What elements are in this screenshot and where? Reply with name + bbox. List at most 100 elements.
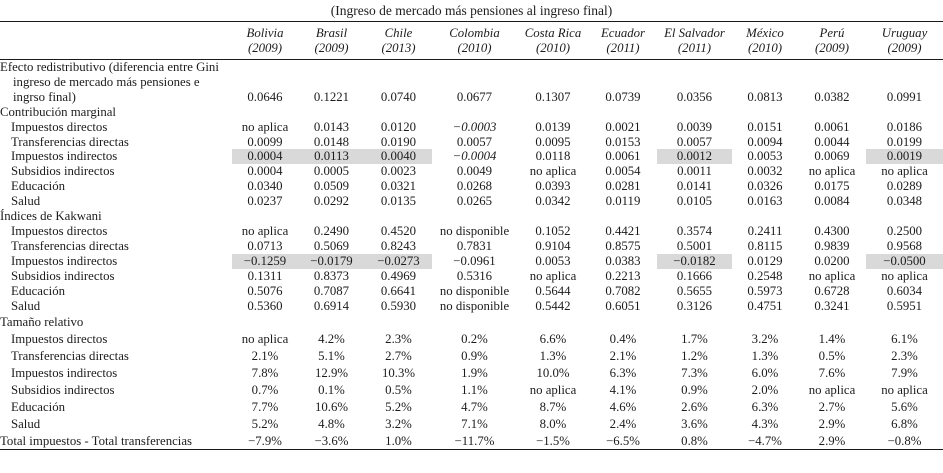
country-name: El Salvador [664,26,725,40]
value-cell: 0.0040 [365,149,432,165]
value-cell: 0.0281 [605,179,641,194]
row-label: Transferencias directas [11,134,129,149]
value-cell: 2.7% [818,399,846,414]
row-label: Impuestos directos [11,223,108,238]
country-name: México [746,26,784,40]
value-cell: −0.8% [887,433,922,448]
column-header: Bolivia (2009) [232,21,298,60]
value-cell: −1.5% [536,433,570,448]
value-cell: 0.5360 [247,298,283,313]
row-label: Total impuestos - Total transferencias [0,433,193,448]
value-cell: 0.1307 [535,89,571,104]
value-cell: 0.0163 [747,194,783,209]
value-cell: 0.0023 [380,164,417,179]
value-cell: 0.8373 [313,268,350,283]
value-cell: 0.1052 [535,223,571,238]
value-cell: 0.4421 [605,223,641,238]
row-label: Subsidios indirectos [11,268,115,283]
value-cell: 0.0105 [676,194,713,209]
value-cell: 2.0% [751,383,779,398]
value-cell: 0.0153 [605,134,641,149]
value-cell: 6.3% [751,399,779,414]
value-cell: 0.0713 [247,238,283,253]
value-cell: 0.0069 [814,149,850,164]
value-cell: 0.9104 [535,238,571,253]
column-header: Colombia (2010) [432,21,517,60]
value-cell: 10.3% [381,366,416,381]
value-cell: 1.9% [461,366,488,381]
column-header: México (2010) [732,21,798,60]
section-filler [232,105,943,120]
value-cell: no aplica [529,164,577,179]
section-label: Índices de Kakwani [0,209,102,224]
table-row: Transferencias directas 0.0099 0.0148 0.019… [0,135,943,150]
value-cell: 0.0061 [605,149,641,164]
value-cell: 0.0813 [747,89,783,104]
value-cell: 2.4% [609,416,637,431]
country-year: (2011) [606,41,640,55]
country-year: (2010) [457,41,492,55]
value-cell: −0.0500 [866,253,943,269]
value-cell: 7.3% [681,366,708,381]
header-corner [0,21,232,60]
value-cell: −7.9% [248,433,282,448]
table-row: Salud 0.0237 0.0292 0.0135 0.0265 0.0342 0.011… [0,194,943,209]
value-cell: 0.0677 [456,89,493,104]
value-cell: 0.5644 [535,283,571,298]
value-cell: 3.6% [681,416,708,431]
value-cell: −0.0004 [452,149,497,164]
value-cell: 0.3126 [676,298,713,313]
value-cell: 3.2% [751,332,779,347]
value-cell: 2.1% [609,349,637,364]
table-header: Bolivia (2009) Brasil (2009) Chile (2013) Colo… [0,21,943,60]
value-cell: 0.0032 [747,164,783,179]
value-cell: no aplica [808,268,856,283]
value-cell: −0.0961 [453,253,496,268]
value-cell: 0.7087 [313,283,350,298]
value-cell: 10.6% [314,399,349,414]
country-name: Colombia [449,26,500,40]
value-cell: 0.0740 [380,89,417,104]
column-header: El Salvador (2011) [657,21,732,60]
value-cell: 0.0135 [380,194,417,209]
value-cell: 0.5069 [313,238,350,253]
column-header: Uruguay (2009) [866,21,943,60]
header-row: Bolivia (2009) Brasil (2009) Chile (2013) Colo… [0,21,943,60]
value-cell: 0.4300 [814,223,850,238]
column-header: Chile (2013) [365,21,432,60]
value-cell: 7.9% [891,366,918,381]
country-year: (2011) [677,41,712,55]
value-cell: 1.4% [818,332,846,347]
row-label: Salud [11,416,41,431]
value-cell: no disponible [439,298,510,313]
value-cell: 6.1% [891,332,918,347]
value-cell: 0.1221 [313,89,350,104]
value-cell: 1.7% [681,332,708,347]
country-year: (2013) [381,41,416,55]
value-cell: −3.6% [314,433,349,448]
value-cell: 0.0237 [247,194,283,209]
country-year: (2009) [814,41,850,55]
value-cell: no aplica [529,383,577,398]
value-cell: 0.0141 [676,179,713,194]
table-row: Subsidios indirectos 0.7% 0.1% 0.5% 1.1% no a… [0,381,943,398]
table-row: Educación 7.7% 10.6% 5.2% 4.7% 8.7% 4.6% 2.6% 6.… [0,398,943,415]
value-cell: 0.0095 [535,134,571,149]
value-cell: 6.8% [891,416,918,431]
row-label: Impuestos directos [11,332,108,347]
value-cell: 0.2490 [313,223,350,238]
value-cell: −6.5% [606,433,640,448]
value-cell: 0.0119 [605,194,641,209]
country-name: Chile [384,26,413,40]
value-cell: no aplica [808,383,856,398]
value-cell: 0.0005 [313,164,350,179]
value-cell: 0.5442 [535,298,571,313]
value-cell: 1.3% [539,349,567,364]
country-name: Brasil [315,26,348,40]
country-name: Bolivia [246,26,284,40]
value-cell: 0.0292 [313,194,350,209]
table-row: Educación 0.5076 0.7087 0.6641 no disponible… [0,284,943,299]
value-cell: 0.0057 [676,134,713,149]
value-cell: 0.0348 [886,194,923,209]
